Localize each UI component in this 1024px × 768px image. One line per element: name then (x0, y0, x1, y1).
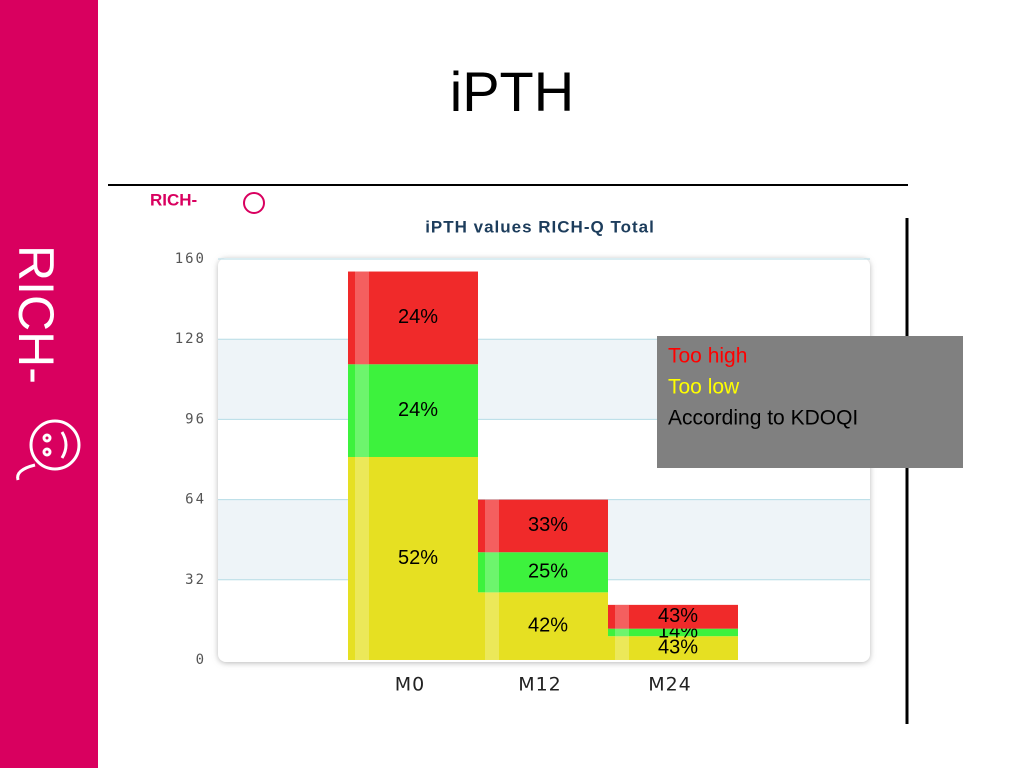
segment-label: 42% (528, 614, 568, 636)
bar-segment (478, 552, 608, 593)
bar-segment (608, 636, 738, 660)
y-tick-label: 64 (185, 492, 206, 508)
sidebar-text: RICH- (8, 245, 64, 384)
note-line: Too high (668, 345, 747, 368)
y-tick-label: 96 (185, 411, 206, 427)
bar-highlight (615, 636, 629, 660)
slide-title: iPTH (450, 60, 574, 123)
note-box (657, 336, 963, 468)
segment-label: 24% (398, 399, 438, 421)
note: Too high Too low According to KDOQI (668, 345, 858, 430)
x-tick-label: M24 (648, 674, 692, 696)
chart-title: iPTH values RICH-Q Total (425, 217, 655, 236)
bar-highlight (355, 271, 369, 365)
x-tick-label: M0 (395, 674, 425, 696)
segment-label: 43% (658, 636, 698, 658)
bar-highlight (615, 604, 629, 629)
segment-label: 43% (658, 605, 698, 627)
chart-logo: RICH- (150, 190, 197, 209)
sidebar-smiley (16, 419, 81, 481)
y-tick-label: 128 (175, 331, 206, 347)
segment-label: 24% (398, 306, 438, 328)
bar-highlight (355, 364, 369, 457)
segment-label: 33% (528, 514, 568, 536)
x-tick-label: M12 (518, 674, 562, 696)
bar-segment (348, 456, 478, 660)
y-tick-label: 160 (175, 251, 206, 267)
bar-segment (608, 604, 738, 629)
bar-segment (608, 628, 738, 637)
chart: 032649612816052%24%24%M042%25%33%M1243%1… (175, 251, 870, 696)
segment-label: 25% (528, 561, 568, 583)
bar-highlight (615, 628, 629, 637)
bar-segment (478, 592, 608, 660)
chart-logo-icon (243, 192, 265, 214)
bar-highlight (485, 499, 499, 553)
bar-segment (348, 271, 478, 365)
note-line: According to KDOQI (668, 407, 858, 430)
bar-highlight (485, 592, 499, 660)
bar-segment (478, 499, 608, 553)
sidebar (0, 0, 98, 768)
note-line: Too low (668, 376, 740, 399)
bar-highlight (355, 456, 369, 660)
bar-highlight (485, 552, 499, 593)
segment-label: 52% (398, 547, 438, 569)
y-tick-label: 0 (196, 652, 206, 668)
y-tick-label: 32 (185, 572, 206, 588)
bar-segment (348, 364, 478, 457)
